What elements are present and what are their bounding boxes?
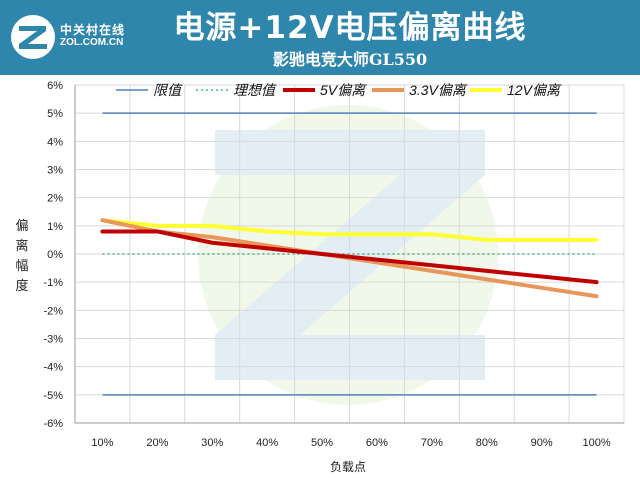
y-tick-label: 1%: [47, 221, 63, 233]
legend: 限值 理想值 5V偏离 3.3V偏离 12V偏离: [116, 82, 562, 98]
axes: [74, 85, 624, 424]
y-tick-label: -2%: [43, 305, 63, 317]
logo-text-cn: 中关村在线: [60, 23, 126, 37]
legend-label: 3.3V偏离: [409, 82, 468, 98]
series-line-12V偏离: [100, 218, 599, 242]
x-tick-label: 80%: [476, 437, 498, 449]
legend-item: 限值: [116, 82, 183, 98]
y-tick-label: 6%: [47, 80, 63, 92]
y-tick-label: -5%: [43, 390, 63, 402]
grid-lines: [74, 84, 625, 424]
y-tick-label: 2%: [47, 193, 63, 205]
y-tick-label: -1%: [43, 277, 63, 289]
x-tick-label: 100%: [582, 437, 610, 449]
x-tick-label: 20%: [146, 437, 168, 449]
y-axis-label-char: 偏: [15, 218, 28, 233]
y-axis-label-char: 度: [15, 278, 28, 293]
legend-label: 12V偏离: [507, 82, 562, 98]
y-tick-label: 0%: [47, 249, 63, 261]
legend-label: 5V偏离: [320, 82, 367, 98]
legend-item: 理想值: [196, 82, 277, 98]
x-tick-label: 70%: [421, 437, 443, 449]
chart-title: 电源+12V电压偏离曲线: [173, 10, 527, 46]
x-tick-label: 90%: [531, 437, 553, 449]
series-lines: [100, 112, 599, 396]
x-tick-label: 30%: [201, 437, 223, 449]
legend-item: 5V偏离: [283, 82, 367, 98]
y-axis-label-char: 幅: [15, 258, 28, 273]
y-tick-labels: -6% -5% -4% -3% -2% -1% 0% 1% 2% 3% 4% 5% 6%: [43, 80, 63, 430]
legend-label: 理想值: [233, 82, 277, 98]
logo-text-en: ZOL.COM.CN: [60, 37, 124, 48]
y-tick-label: -3%: [43, 334, 63, 346]
chart-plot: -6% -5% -4% -3% -2% -1% 0% 1% 2% 3% 4% 5% 6% 10% 20% 3…: [15, 80, 625, 474]
legend-label: 限值: [153, 82, 183, 98]
y-tick-label: 5%: [47, 108, 63, 120]
x-tick-label: 10%: [91, 437, 113, 449]
x-tick-label: 40%: [256, 437, 278, 449]
chart-subtitle: 影驰电竞大师GL550: [272, 50, 428, 69]
legend-item: 12V偏离: [470, 82, 562, 98]
x-axis-label: 负载点: [330, 460, 366, 474]
zol-logo-icon: [11, 15, 55, 59]
legend-item: 3.3V偏离: [372, 82, 468, 98]
x-tick-label: 60%: [366, 437, 388, 449]
title-banner: 中关村在线 ZOL.COM.CN 电源+12V电压偏离曲线 影驰电竞大师GL55…: [0, 0, 640, 75]
y-tick-label: 4%: [47, 136, 63, 148]
y-tick-label: 3%: [47, 165, 63, 177]
x-tick-labels: 10% 20% 30% 40% 50% 60% 70% 80% 90% 100%: [91, 437, 610, 449]
y-tick-label: -6%: [43, 418, 63, 430]
series-line-5V偏离: [100, 229, 599, 285]
x-tick-label: 50%: [311, 437, 333, 449]
y-axis-label-char: 离: [15, 238, 28, 253]
y-tick-label: -4%: [43, 362, 63, 374]
